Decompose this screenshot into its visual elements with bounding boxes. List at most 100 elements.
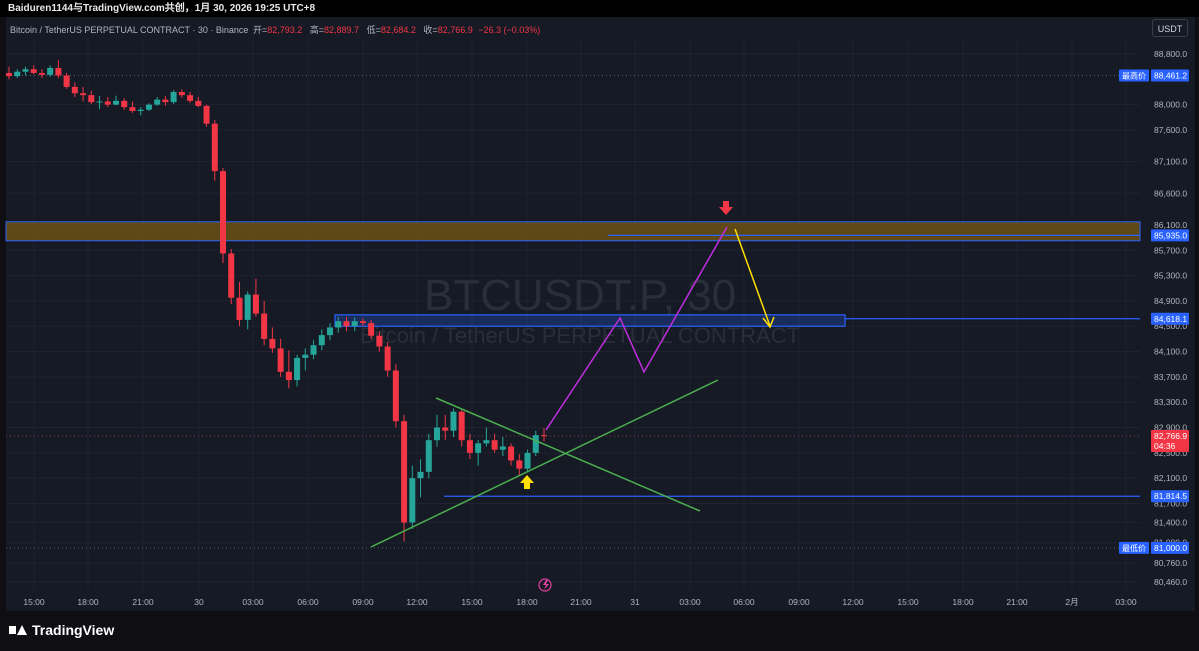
open-value: 82,793.2 <box>267 25 303 35</box>
high-label: 高= <box>309 25 325 35</box>
candle-body <box>417 471 424 479</box>
time-axis-tick: 15:00 <box>897 597 919 607</box>
price-label-value: 81,814.5 <box>1154 491 1187 501</box>
time-axis-tick: 31 <box>630 597 640 607</box>
price-label-badge <box>1151 229 1189 242</box>
candle-body <box>96 101 103 103</box>
candle-body <box>38 72 45 75</box>
footer-bar <box>0 611 1199 651</box>
share-header: Baiduren1144与TradingView.com共创，1月 30, 20… <box>0 0 1199 17</box>
price-label-badge <box>1151 69 1189 82</box>
candle-body <box>285 371 292 381</box>
time-axis-tick: 18:00 <box>77 597 99 607</box>
candle-body <box>359 321 366 324</box>
price-axis-tick: 84,900.0 <box>1154 296 1187 306</box>
time-axis-tick: 09:00 <box>352 597 374 607</box>
price-label-value: 84,618.1 <box>1154 314 1187 324</box>
event-marker-icon[interactable] <box>538 578 552 592</box>
candle-body <box>491 440 498 450</box>
symbol-label[interactable]: Bitcoin / TetherUS PERPETUAL CONTRACT · … <box>10 25 249 35</box>
candle-body <box>302 354 309 358</box>
candle-body <box>516 460 523 469</box>
price-axis-tick: 83,300.0 <box>1154 397 1187 407</box>
price-axis-tick: 86,100.0 <box>1154 220 1187 230</box>
time-axis-tick: 15:00 <box>461 597 483 607</box>
projection-down-line[interactable] <box>734 228 771 327</box>
price-axis-tick: 80,760.0 <box>1154 558 1187 568</box>
time-axis-tick: 15:00 <box>23 597 45 607</box>
candle-body <box>442 427 449 431</box>
change-value: −26.3 (−0.03%) <box>478 25 541 35</box>
projection-path[interactable] <box>545 226 728 431</box>
candle-body <box>343 321 350 327</box>
up-arrow-icon <box>520 475 534 489</box>
candle-body <box>211 123 218 172</box>
candle-body <box>483 440 490 444</box>
candle-body <box>22 69 29 72</box>
candle-body <box>30 69 37 73</box>
candle-body <box>532 435 539 453</box>
currency-button[interactable]: USDT <box>1152 19 1188 37</box>
time-axis-tick: 03:00 <box>1115 597 1137 607</box>
high-value: 82,889.7 <box>324 25 360 35</box>
candle-body <box>499 446 506 450</box>
projection-arrowhead <box>762 316 775 329</box>
candle-body <box>162 99 169 103</box>
time-axis-tick: 30 <box>194 597 204 607</box>
candle-body <box>228 253 235 298</box>
price-axis-tick: 87,600.0 <box>1154 125 1187 135</box>
price-axis-tick: 82,900.0 <box>1154 423 1187 433</box>
candle-body <box>220 171 226 254</box>
time-axis-tick: 21:00 <box>132 597 154 607</box>
candle-body <box>55 67 62 76</box>
price-axis-tick: 83,700.0 <box>1154 372 1187 382</box>
candle-body <box>63 75 70 87</box>
candle-body <box>137 109 144 111</box>
candle-body <box>195 100 202 106</box>
lightning-icon <box>543 580 549 590</box>
price-label-tag <box>1119 69 1149 82</box>
descending-trendline[interactable] <box>435 397 701 512</box>
time-axis-tick: 06:00 <box>297 597 319 607</box>
resistance-zone-upper[interactable] <box>5 221 1141 242</box>
time-axis-tick: 21:00 <box>570 597 592 607</box>
price-label-value: 81,000.0 <box>1154 543 1187 553</box>
low-label: 低= <box>366 25 381 35</box>
time-axis-tick: 18:00 <box>952 597 974 607</box>
price-label-badge <box>1151 312 1189 325</box>
resistance-zone-lower[interactable] <box>334 314 846 327</box>
candle-body <box>121 100 128 108</box>
candle-body <box>178 91 185 96</box>
candle-body <box>409 478 416 523</box>
candle-body <box>541 435 547 437</box>
time-axis-tick: 03:00 <box>242 597 264 607</box>
candle-body <box>187 95 194 101</box>
close-value: 82,766.9 <box>437 25 473 35</box>
close-label: 收= <box>423 25 438 35</box>
candle-body <box>47 67 54 75</box>
time-axis-tick: 12:00 <box>842 597 864 607</box>
candle-body <box>450 411 457 431</box>
candle-body <box>425 440 432 472</box>
candle-body <box>392 370 399 422</box>
time-axis-tick: 18:00 <box>516 597 538 607</box>
candle-body <box>170 91 177 103</box>
candle-body <box>104 101 111 105</box>
price-label-value: 88,461.2 <box>1154 70 1187 80</box>
candle-body <box>434 427 440 441</box>
price-label-value: 85,935.0 <box>1154 230 1187 240</box>
tradingview-logo-icon <box>9 625 27 635</box>
price-axis-tick: 84,100.0 <box>1154 347 1187 357</box>
candle-body <box>129 107 136 111</box>
candle-body <box>351 321 358 327</box>
candle-body <box>145 104 152 110</box>
low-value: 82,684.2 <box>380 25 416 35</box>
ascending-trendline[interactable] <box>370 379 719 548</box>
open-label: 开= <box>252 25 268 35</box>
candle-body <box>294 357 301 381</box>
candle-body <box>203 105 210 124</box>
time-axis-tick: 21:00 <box>1006 597 1028 607</box>
price-label-badge <box>1151 490 1189 503</box>
price-axis-tick: 82,500.0 <box>1154 448 1187 458</box>
